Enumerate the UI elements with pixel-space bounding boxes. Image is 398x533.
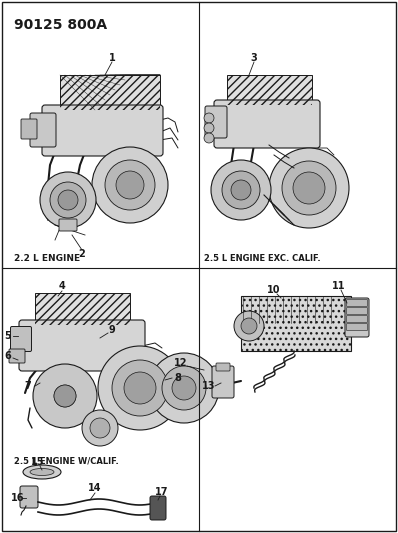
Text: 90125 800A: 90125 800A (14, 18, 107, 32)
Circle shape (50, 182, 86, 218)
FancyBboxPatch shape (347, 300, 367, 306)
Text: 4: 4 (59, 281, 65, 291)
Circle shape (149, 353, 219, 423)
Circle shape (40, 172, 96, 228)
FancyBboxPatch shape (347, 308, 367, 314)
Circle shape (204, 123, 214, 133)
FancyBboxPatch shape (212, 366, 234, 398)
FancyBboxPatch shape (21, 119, 37, 139)
Text: 5: 5 (5, 331, 12, 341)
Text: 2.5 L ENGINE W/CALIF.: 2.5 L ENGINE W/CALIF. (14, 456, 119, 465)
Circle shape (105, 160, 155, 210)
Text: 15: 15 (31, 457, 45, 467)
FancyBboxPatch shape (20, 486, 38, 508)
FancyBboxPatch shape (214, 100, 320, 148)
Circle shape (124, 372, 156, 404)
FancyBboxPatch shape (10, 327, 31, 351)
Ellipse shape (30, 469, 54, 475)
Bar (35, 293, 130, 325)
Circle shape (204, 133, 214, 143)
FancyBboxPatch shape (345, 298, 369, 337)
Text: 10: 10 (267, 285, 281, 295)
Text: 13: 13 (202, 381, 216, 391)
Circle shape (282, 161, 336, 215)
Circle shape (211, 160, 271, 220)
Bar (241, 296, 351, 351)
FancyBboxPatch shape (150, 496, 166, 520)
FancyBboxPatch shape (42, 105, 163, 156)
Circle shape (90, 418, 110, 438)
FancyBboxPatch shape (347, 324, 367, 330)
FancyBboxPatch shape (347, 316, 367, 322)
Circle shape (234, 311, 264, 341)
Circle shape (112, 360, 168, 416)
Text: 2.5 L ENGINE EXC. CALIF.: 2.5 L ENGINE EXC. CALIF. (204, 254, 321, 263)
Ellipse shape (23, 465, 61, 479)
FancyBboxPatch shape (216, 363, 230, 371)
Bar (60, 75, 160, 110)
Circle shape (241, 318, 257, 334)
Circle shape (269, 148, 349, 228)
FancyBboxPatch shape (205, 106, 227, 138)
Text: 8: 8 (175, 373, 181, 383)
Text: 1: 1 (109, 53, 115, 63)
Text: 6: 6 (5, 351, 12, 361)
FancyBboxPatch shape (19, 320, 145, 371)
Bar (227, 75, 312, 105)
Text: 7: 7 (25, 381, 31, 391)
Text: 16: 16 (11, 493, 25, 503)
Bar (241, 296, 351, 351)
Text: 17: 17 (155, 487, 169, 497)
Circle shape (231, 180, 251, 200)
FancyBboxPatch shape (9, 349, 25, 363)
Circle shape (54, 385, 76, 407)
Circle shape (58, 190, 78, 210)
Circle shape (172, 376, 196, 400)
FancyBboxPatch shape (59, 219, 77, 231)
FancyBboxPatch shape (30, 113, 56, 147)
Text: 2: 2 (79, 249, 86, 259)
Text: 12: 12 (174, 358, 188, 368)
Circle shape (92, 147, 168, 223)
Text: 9: 9 (109, 325, 115, 335)
Circle shape (98, 346, 182, 430)
Circle shape (222, 171, 260, 209)
Bar (60, 75, 160, 110)
Circle shape (82, 410, 118, 446)
Circle shape (33, 364, 97, 428)
Text: 11: 11 (332, 281, 346, 291)
Bar (227, 75, 312, 105)
Text: 2.2 L ENGINE: 2.2 L ENGINE (14, 254, 80, 263)
Circle shape (204, 113, 214, 123)
Circle shape (162, 366, 206, 410)
Circle shape (116, 171, 144, 199)
Circle shape (293, 172, 325, 204)
Bar (35, 293, 130, 325)
Text: 3: 3 (251, 53, 258, 63)
Text: 14: 14 (88, 483, 102, 493)
